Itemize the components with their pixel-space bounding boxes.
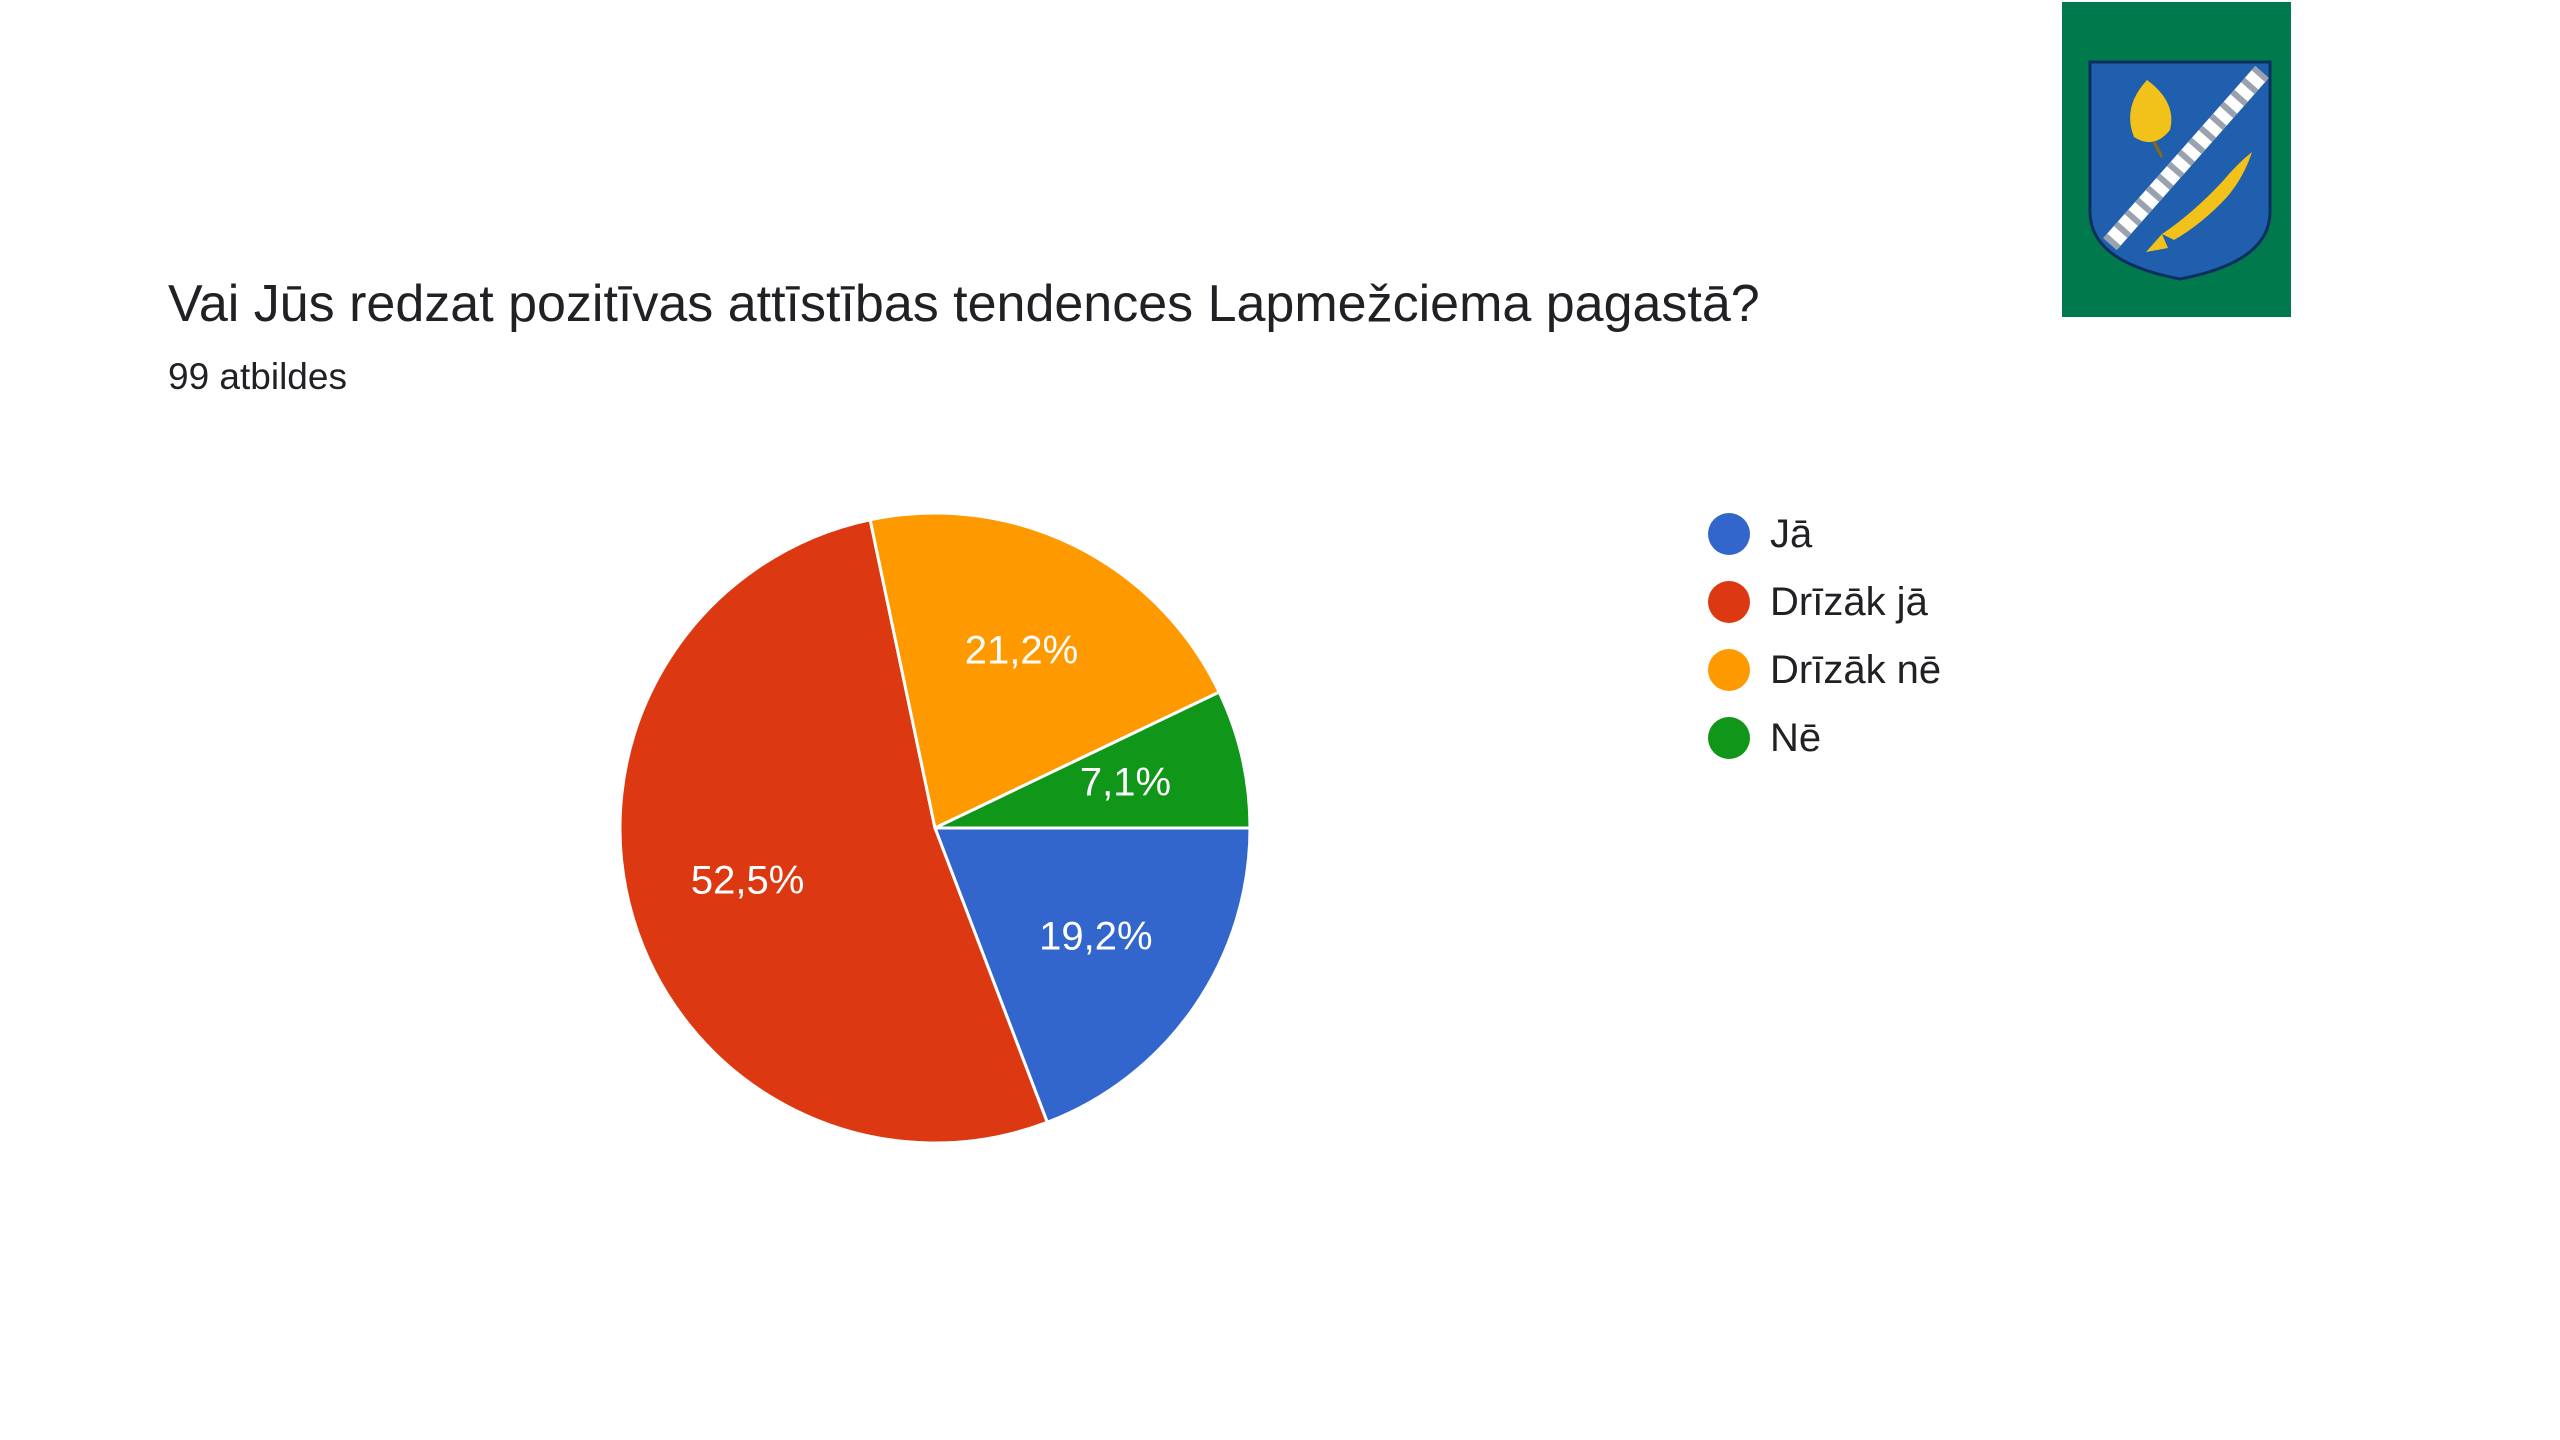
- response-count: 99 atbildes: [168, 356, 347, 397]
- pie-slice-label-1: 19,2%: [1039, 914, 1152, 958]
- legend-label-ja: Jā: [1770, 511, 1813, 556]
- legend-label-ne: Nē: [1770, 715, 1822, 760]
- coat-of-arms-icon: [2062, 2, 2291, 317]
- legend-swatch-drizak-ja: [1708, 581, 1750, 623]
- pie-slice-label-2: 52,5%: [691, 859, 804, 903]
- pie-slice-1[interactable]: [932, 826, 1252, 1125]
- legend-item-ja[interactable]: Jā: [1708, 500, 1941, 568]
- pie-slice-2[interactable]: [618, 517, 1050, 1145]
- pie-slice-label-4: 7,1%: [1080, 760, 1171, 804]
- chart-title: Vai Jūs redzat pozitīvas attīstības tend…: [168, 275, 1760, 333]
- legend-item-ne[interactable]: Nē: [1708, 704, 1941, 772]
- legend-swatch-drizak-ne: [1708, 649, 1750, 691]
- chart-legend: Jā Drīzāk jā Drīzāk nē Nē: [1708, 500, 1941, 772]
- pie-slice-4[interactable]: [934, 690, 1252, 830]
- legend-item-drizak-ja[interactable]: Drīzāk jā: [1708, 568, 1941, 636]
- legend-label-drizak-ja: Drīzāk jā: [1770, 579, 1928, 624]
- pie-slice-label-3: 21,2%: [965, 628, 1078, 672]
- legend-label-drizak-ne: Drīzāk nē: [1770, 647, 1942, 692]
- legend-swatch-ja: [1708, 513, 1750, 555]
- legend-item-drizak-ne[interactable]: Drīzāk nē: [1708, 636, 1941, 704]
- legend-swatch-ne: [1708, 717, 1750, 759]
- pie-slice-3[interactable]: [868, 511, 1222, 831]
